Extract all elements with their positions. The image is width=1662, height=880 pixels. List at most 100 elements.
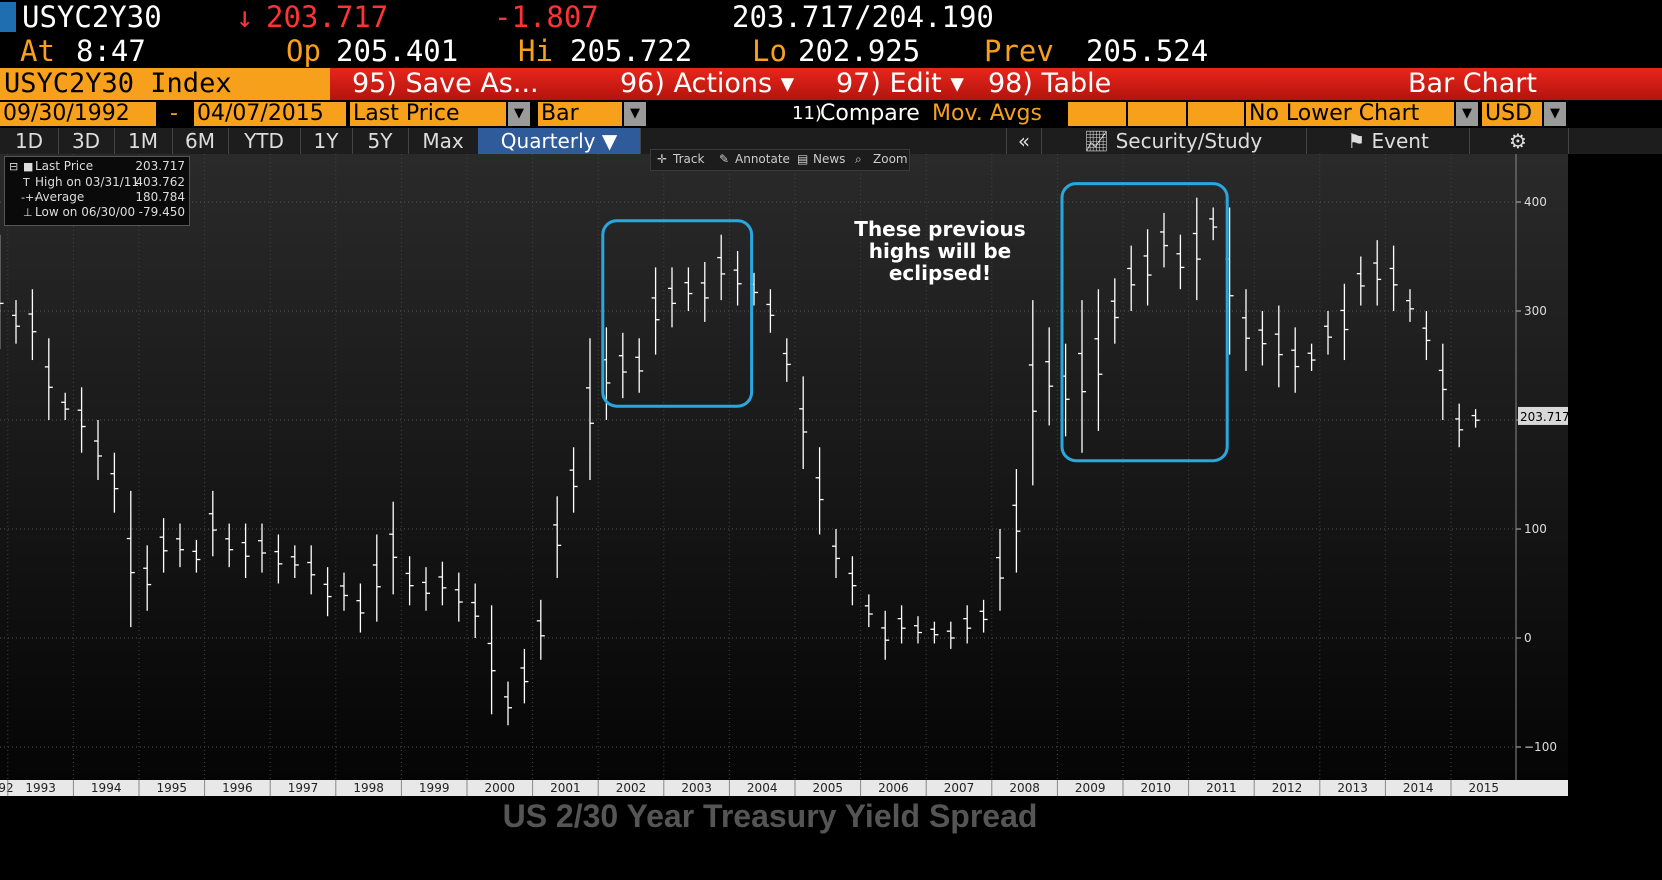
x-tick-label: 2007 xyxy=(944,781,975,795)
ticker-marker xyxy=(0,2,16,32)
annotation-line-2: highs will be xyxy=(868,239,1012,263)
open-label: Op xyxy=(286,34,321,68)
period-6m[interactable]: 6M xyxy=(172,128,229,154)
annotate-button[interactable]: Annotate xyxy=(735,152,790,166)
x-tick-label: 1997 xyxy=(288,781,319,795)
highlight-boxes xyxy=(601,182,1229,463)
ticker[interactable]: USYC2Y30 xyxy=(22,0,162,34)
down-arrow-icon: ↓ xyxy=(236,0,254,34)
x-tick-label: 2006 xyxy=(878,781,909,795)
x-tick-label: 92 xyxy=(0,781,14,795)
legend-low: ⊥ Low on 06/30/00 -79.450 xyxy=(5,205,189,220)
legend-last-value: 203.717 xyxy=(135,159,185,173)
legend-high-value: 403.762 xyxy=(135,175,185,189)
currency-select[interactable]: USD xyxy=(1482,102,1542,126)
x-tick-label: 1999 xyxy=(419,781,450,795)
currency-dropdown-icon[interactable]: ▼ xyxy=(1544,102,1566,126)
price-bars xyxy=(0,197,1480,726)
plot-area[interactable] xyxy=(0,154,1568,780)
mov-avgs-button[interactable]: Mov. Avgs xyxy=(932,101,1042,126)
legend-low-value: -79.450 xyxy=(138,205,185,219)
high-value: 205.722 xyxy=(570,34,693,68)
highlight-box xyxy=(601,219,754,408)
low-value: 202.925 xyxy=(798,34,921,68)
quote-time: 8:47 xyxy=(76,34,146,68)
menu-bar: USYC2Y30 Index 95) Save As... 96) Action… xyxy=(0,68,1662,100)
period-3d[interactable]: 3D xyxy=(58,128,115,154)
quote-row-1: USYC2Y30 ↓ 203.717 -1.807 203.717/204.19… xyxy=(0,0,1662,34)
period-max[interactable]: Max xyxy=(408,128,479,154)
options-bar: 09/30/1992 - 04/07/2015 Last Price ▼ Bar… xyxy=(0,100,1662,128)
x-tick-label: 2010 xyxy=(1141,781,1172,795)
field-dropdown-icon[interactable]: ▼ xyxy=(508,102,530,126)
bid-ask: 203.717/204.190 xyxy=(732,0,994,34)
legend-last-label: Last Price xyxy=(35,159,94,173)
y-tick-label: 100 xyxy=(1524,522,1547,536)
actions-menu[interactable]: 96) Actions ▾ xyxy=(620,68,795,99)
x-tick-label: 2008 xyxy=(1009,781,1040,795)
highlight-box xyxy=(1060,182,1229,463)
lower-chart-select[interactable]: No Lower Chart xyxy=(1246,102,1454,126)
x-tick-label: 1994 xyxy=(91,781,122,795)
gear-icon[interactable]: ⚙ xyxy=(1468,128,1569,154)
compare-button[interactable]: Compare xyxy=(820,101,920,126)
style-dropdown-icon[interactable]: ▼ xyxy=(624,102,646,126)
legend-high: T High on 03/31/11 403.762 xyxy=(5,175,189,190)
study-slot-3[interactable] xyxy=(1188,102,1244,126)
legend-low-label: Low on 06/30/00 xyxy=(35,205,136,219)
x-tick-label: 2013 xyxy=(1337,781,1368,795)
annotate-icon[interactable]: ✎ xyxy=(719,152,730,166)
grid-lines xyxy=(0,154,1516,780)
y-tick-label: 400 xyxy=(1524,195,1547,209)
track-button[interactable]: Track xyxy=(673,152,705,166)
style-select[interactable]: Bar xyxy=(538,102,622,126)
x-tick-label: 1995 xyxy=(157,781,188,795)
x-tick-label: 2011 xyxy=(1206,781,1237,795)
zoom-button[interactable]: Zoom xyxy=(873,152,908,166)
track-icon[interactable]: ✛ xyxy=(657,152,668,166)
y-tick-label: 300 xyxy=(1524,304,1547,318)
legend-last: ⊟ ■ Last Price 203.717 xyxy=(5,159,189,174)
edit-menu[interactable]: 97) Edit ▾ xyxy=(836,68,964,99)
period-quarterly-select[interactable]: Quarterly ▼ xyxy=(478,128,641,154)
start-date-field[interactable]: 09/30/1992 xyxy=(0,102,156,126)
period-1d[interactable]: 1D xyxy=(0,128,59,154)
prev-label: Prev xyxy=(984,34,1054,68)
lower-chart-dropdown-icon[interactable]: ▼ xyxy=(1456,102,1478,126)
event-button[interactable]: ⚑ Event xyxy=(1306,128,1470,154)
period-ytd[interactable]: YTD xyxy=(228,128,301,154)
field-select[interactable]: Last Price xyxy=(350,102,506,126)
x-tick-label: 2004 xyxy=(747,781,778,795)
y-tick-label: 0 xyxy=(1524,631,1532,645)
last-price-tag xyxy=(1518,406,1568,425)
x-tick-label: 2014 xyxy=(1403,781,1434,795)
security-index[interactable]: USYC2Y30 Index xyxy=(0,68,330,100)
collapse-box-icon[interactable]: ⊟ xyxy=(9,160,19,173)
x-axis: 92 1993 1994 1995 1996 1997 1998 1999 2000 2001 20… xyxy=(0,780,1568,796)
study-slot-1[interactable] xyxy=(1068,102,1126,126)
legend-average-label: Average xyxy=(35,190,85,204)
x-tick-label: 2003 xyxy=(681,781,712,795)
chart-legend: ⊟ ■ Last Price 203.717 T High on 03/31/1… xyxy=(4,156,190,226)
low-label: Lo xyxy=(752,34,787,68)
chart-toolbar: ✛ Track ✎ Annotate ▤ News ⌕ Zoom xyxy=(650,149,910,171)
table-button[interactable]: 98) Table xyxy=(988,68,1112,99)
study-slot-2[interactable] xyxy=(1128,102,1186,126)
period-1m[interactable]: 1M xyxy=(114,128,173,154)
news-icon[interactable]: ▤ xyxy=(797,152,809,166)
collapse-icon[interactable]: « xyxy=(1006,128,1042,154)
x-axis-band xyxy=(0,780,1568,796)
period-5y[interactable]: 5Y xyxy=(352,128,409,154)
high-label: Hi xyxy=(518,34,553,68)
save-as-button[interactable]: 95) Save As... xyxy=(352,68,539,99)
end-date-field[interactable]: 04/07/2015 xyxy=(194,102,346,126)
period-1y[interactable]: 1Y xyxy=(300,128,353,154)
x-tick-label: 2009 xyxy=(1075,781,1106,795)
flag-icon: ⚑ xyxy=(1347,129,1366,153)
news-button[interactable]: News xyxy=(813,152,846,166)
security-study-button[interactable]: 📈︎ Security/Study xyxy=(1040,128,1306,154)
x-tick-label: 2005 xyxy=(813,781,844,795)
x-tick-label: 2012 xyxy=(1272,781,1303,795)
zoom-icon[interactable]: ⌕ xyxy=(855,152,862,166)
annotation-line-3: eclipsed! xyxy=(888,261,992,285)
